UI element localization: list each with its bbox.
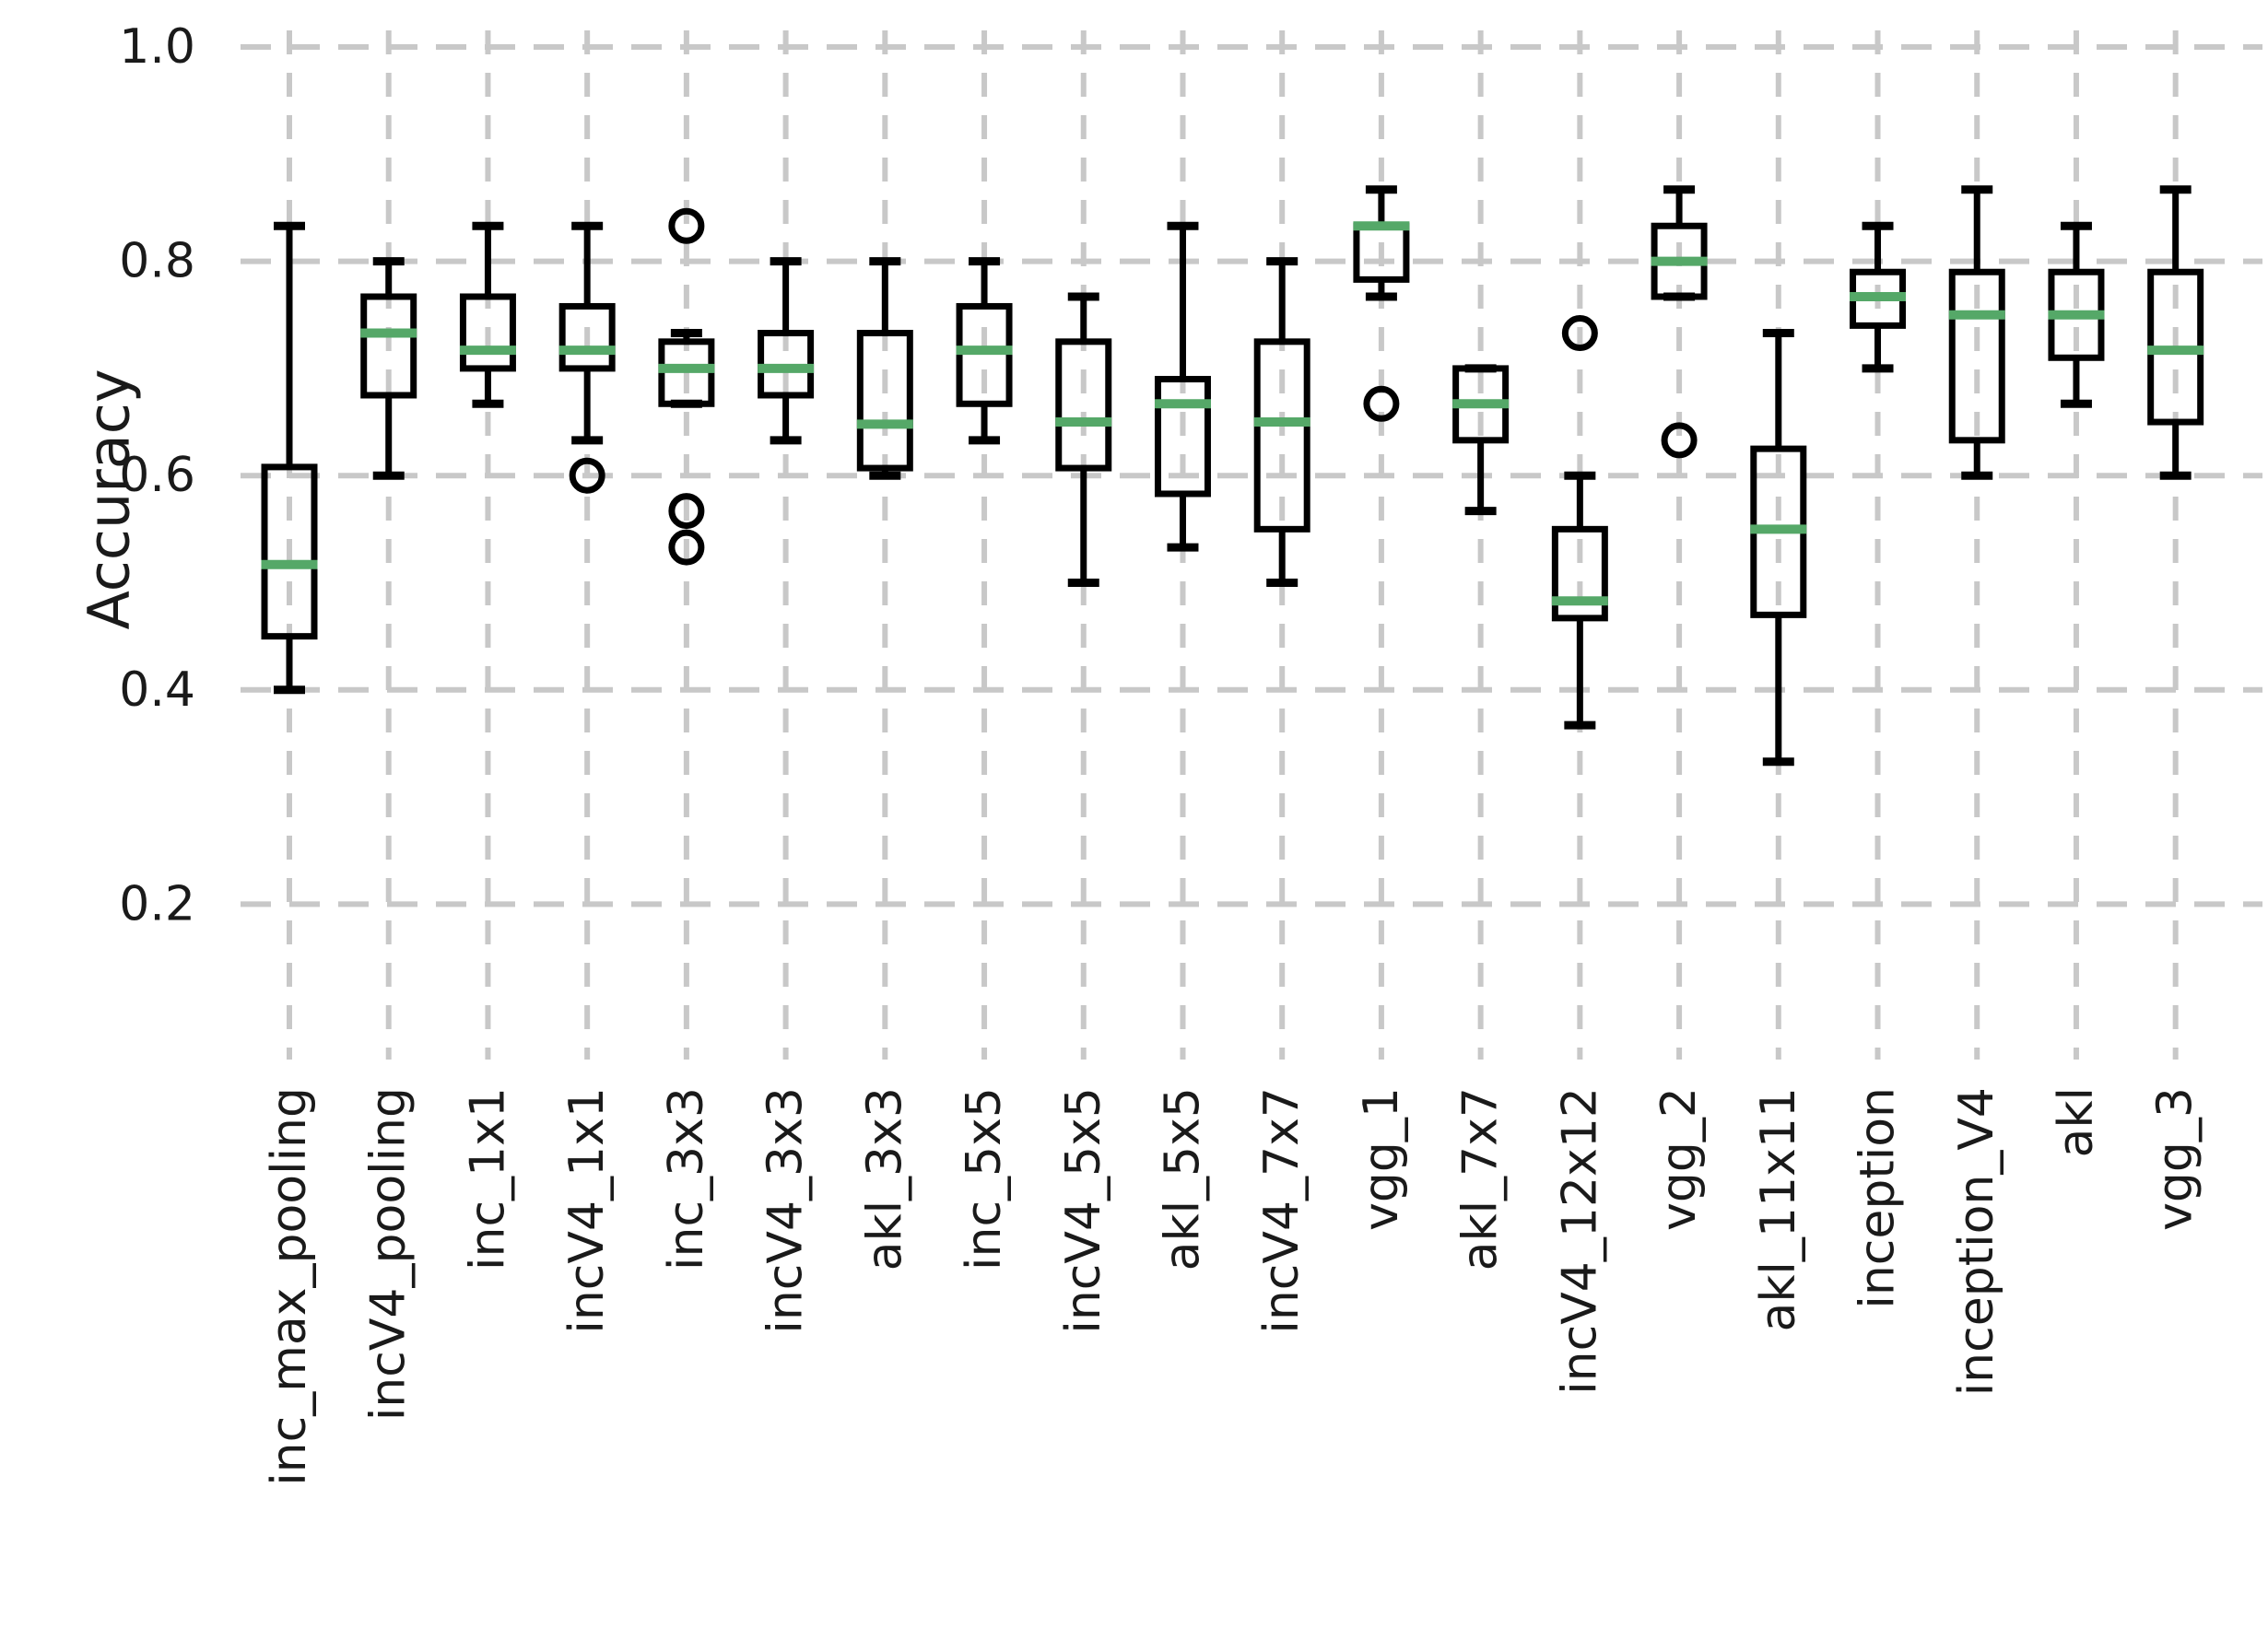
iqr-box (1551, 525, 1608, 622)
box-inc_1x1 (459, 221, 516, 408)
outlier-point (1661, 422, 1698, 459)
box-vgg_3 (2147, 185, 2204, 480)
x-tick-label-incV4_1x1: incV4_1x1 (559, 1087, 615, 1334)
x-tick-label-akl_5x5: akl_5x5 (1155, 1087, 1210, 1271)
x-tick-label-inception_V4: inception_V4 (1949, 1087, 2004, 1396)
x-tick-label-inc_3x3: inc_3x3 (659, 1087, 714, 1271)
box-incV4_7x7 (1253, 257, 1310, 587)
x-tick-label-vgg_3: vgg_3 (2148, 1087, 2203, 1231)
box-vgg_2 (1651, 185, 1708, 459)
x-tick-label-incV4_12x12: incV4_12x12 (1552, 1087, 1607, 1395)
iqr-box (261, 463, 318, 640)
y-axis-label: Accuracy (76, 369, 143, 629)
iqr-box (1055, 338, 1112, 472)
iqr-box (360, 293, 417, 399)
iqr-box (459, 293, 516, 372)
box-inc_5x5 (956, 257, 1013, 445)
box-incV4_3x3 (758, 257, 815, 445)
box-inception_V4 (1948, 185, 2005, 480)
y-tick-label: 0.2 (119, 876, 195, 931)
y-tick-label: 1.0 (119, 19, 195, 75)
box-incV4_pooling (360, 257, 417, 480)
box-inc_3x3 (658, 207, 715, 566)
x-tick-label-inception: inception (1851, 1087, 1906, 1309)
x-tick-label-akl_3x3: akl_3x3 (857, 1087, 912, 1271)
x-tick-label-inc_5x5: inc_5x5 (957, 1087, 1012, 1271)
x-tick-label-inc_max_pooling: inc_max_pooling (262, 1087, 317, 1486)
x-tick-label-incV4_5x5: incV4_5x5 (1056, 1087, 1111, 1334)
x-tick-label-incV4_7x7: incV4_7x7 (1254, 1087, 1310, 1334)
iqr-box (1253, 338, 1310, 533)
outlier-point (668, 529, 705, 566)
y-tick-label: 0.4 (119, 662, 195, 718)
box-inception (1850, 221, 1907, 373)
x-tick-label-akl_7x7: akl_7x7 (1453, 1087, 1509, 1271)
outlier-point (1363, 385, 1400, 422)
iqr-box (956, 302, 1013, 407)
box-akl_5x5 (1154, 221, 1211, 552)
box-akl_11x11 (1750, 329, 1807, 767)
y-tick-label: 0.8 (119, 234, 195, 289)
x-tick-label-vgg_1: vgg_1 (1354, 1087, 1409, 1231)
box-incV4_12x12 (1551, 315, 1608, 730)
x-tick-label-akl: akl (2049, 1087, 2104, 1157)
box-vgg_1 (1353, 185, 1410, 422)
outlier-point (1561, 315, 1598, 352)
x-tick-label-akl_11x11: akl_11x11 (1751, 1087, 1806, 1332)
x-tick-label-inc_1x1: inc_1x1 (460, 1087, 515, 1271)
iqr-box (1948, 268, 2005, 444)
outlier-point (668, 493, 705, 530)
box-akl (2048, 221, 2105, 408)
box-akl_7x7 (1452, 364, 1510, 516)
outlier-point (668, 207, 705, 244)
iqr-box (1154, 376, 1211, 498)
x-tick-label-vgg_2: vgg_2 (1651, 1087, 1707, 1231)
x-tick-label-incV4_3x3: incV4_3x3 (758, 1087, 814, 1334)
outlier-point (569, 457, 605, 494)
box-incV4_5x5 (1055, 292, 1112, 587)
iqr-box (558, 302, 616, 372)
box-akl_3x3 (856, 257, 913, 480)
y-tick-label: 0.6 (119, 448, 195, 503)
x-tick-label-incV4_pooling: incV4_pooling (361, 1087, 417, 1421)
box-incV4_1x1 (558, 221, 616, 494)
iqr-box (856, 330, 913, 472)
box-inc_max_pooling (261, 221, 318, 695)
